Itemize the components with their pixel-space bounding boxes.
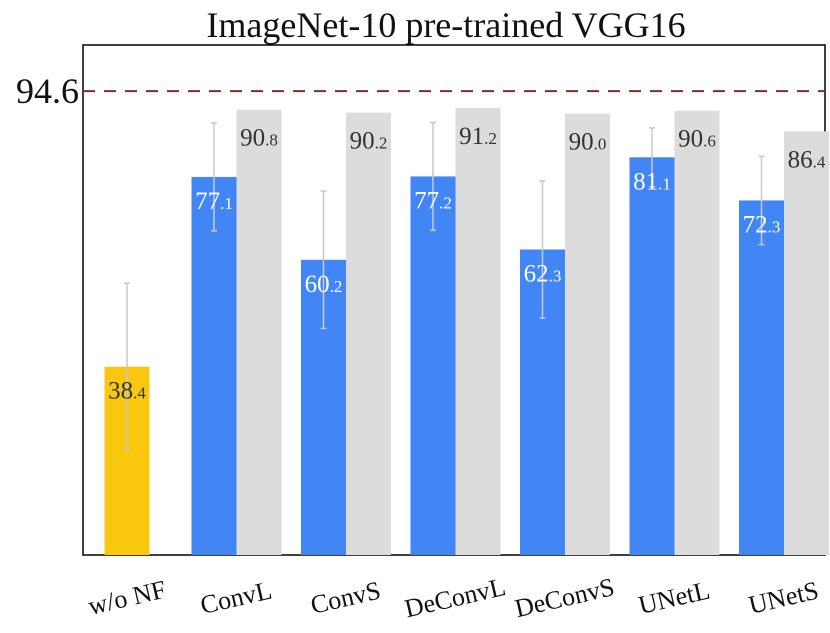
- x-tick-label: ConvS: [308, 576, 384, 620]
- chart-title: ImageNet-10 pre-trained VGG16: [206, 5, 685, 45]
- bar-deconvl: [410, 176, 456, 555]
- reference-line-label: 94.6: [16, 71, 79, 111]
- bar-unetl: [629, 157, 675, 555]
- bar-value-label: 81.1: [633, 168, 671, 195]
- bar-secondary-deconvs: [565, 113, 610, 556]
- bar-secondary-value-label: 90.8: [240, 125, 278, 152]
- bar-secondary-deconvl: [455, 107, 501, 556]
- bar-secondary-value-label: 90.6: [678, 126, 716, 153]
- bar-secondary-value-label: 90.0: [569, 129, 607, 156]
- x-tick-label: ConvL: [198, 575, 275, 620]
- bar-unets: [739, 200, 784, 556]
- bar-secondary-value-label: 91.2: [459, 123, 497, 150]
- bar-convl: [191, 176, 237, 556]
- bar-secondary-unetl: [674, 110, 720, 555]
- bar-value-label: 62.3: [524, 260, 562, 287]
- x-tick-label: UNetS: [746, 576, 821, 620]
- bar-secondary-value-label: 90.2: [350, 128, 388, 155]
- error-bars-layer: [124, 121, 765, 451]
- bar-value-label: 77.2: [414, 187, 452, 214]
- bar-secondary-unets: [784, 131, 829, 556]
- x-tick-label: DeConvL: [402, 572, 508, 623]
- x-tick-label: UNetL: [636, 575, 713, 619]
- x-tick-label: DeConvS: [512, 572, 617, 623]
- bars-layer: [104, 107, 829, 556]
- bar-value-label: 60.2: [305, 271, 343, 298]
- data-labels-layer: 38.4 77.1 90.8 60.2 90.2 77.2 91.2 62.3 90.0 81.1…: [108, 123, 826, 405]
- bar-secondary-convl: [236, 109, 282, 555]
- bar-value-label: 38.4: [108, 378, 146, 405]
- bar-value-label: 72.3: [743, 211, 781, 238]
- x-tick-labels: w/o NF ConvL ConvS DeConvL DeConvS UNetL UNetS: [85, 572, 821, 623]
- bar-secondary-convs: [346, 112, 391, 555]
- bar-value-label: 77.1: [195, 188, 233, 215]
- bar-secondary-value-label: 86.4: [788, 146, 826, 173]
- x-tick-label: w/o NF: [85, 575, 168, 621]
